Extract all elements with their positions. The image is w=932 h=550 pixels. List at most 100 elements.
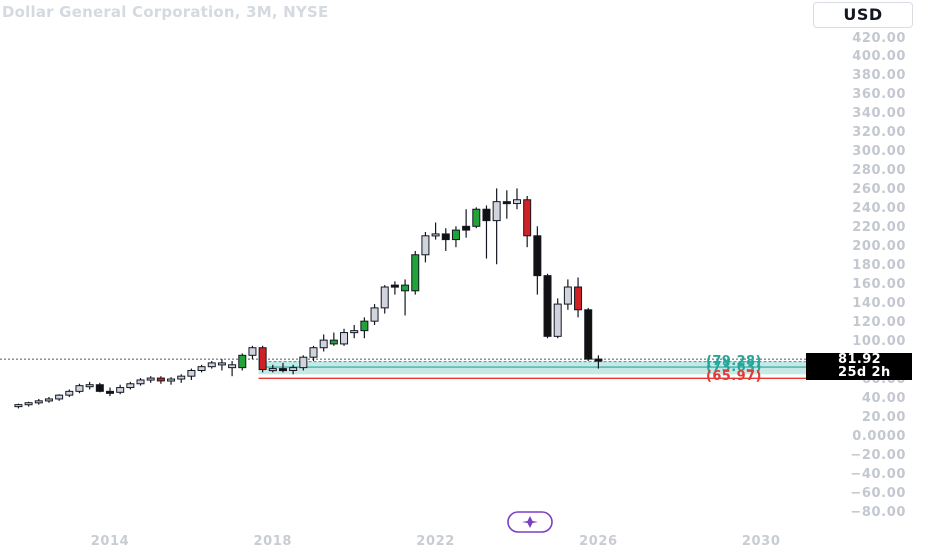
candle-body xyxy=(75,385,84,392)
y-tick-label: 140.00 xyxy=(852,296,906,312)
candle-body xyxy=(278,368,287,372)
candle xyxy=(228,361,237,377)
candle-body xyxy=(380,286,389,309)
y-tick-label: 240.00 xyxy=(852,201,906,217)
zone-lower-label: (65.97) xyxy=(706,369,762,385)
candle xyxy=(167,377,176,385)
zone-fill xyxy=(258,361,806,375)
candle-body xyxy=(563,286,572,305)
candle-body xyxy=(309,347,318,358)
candle-body xyxy=(106,390,114,394)
candle xyxy=(319,334,328,352)
candle xyxy=(289,364,298,375)
candle-body xyxy=(441,233,450,241)
currency-button[interactable]: USD xyxy=(813,2,913,28)
candle-body xyxy=(533,235,542,277)
candle-body xyxy=(390,284,399,288)
candle-body xyxy=(574,286,583,311)
candle-body xyxy=(217,362,226,366)
zone-upper-label: (79.28) xyxy=(706,353,762,369)
y-tick-label: 280.00 xyxy=(852,163,906,179)
candle xyxy=(390,281,399,295)
y-tick-label: 360.00 xyxy=(852,87,906,103)
candle xyxy=(584,307,593,361)
candle xyxy=(238,353,247,371)
candle xyxy=(24,401,33,407)
y-tick-label: 20.00 xyxy=(861,409,906,425)
y-tick-label: 260.00 xyxy=(852,182,906,198)
candle xyxy=(553,298,562,339)
candle-body xyxy=(553,303,562,337)
candle-body xyxy=(207,362,216,368)
candle-body xyxy=(177,375,186,380)
candle xyxy=(95,382,104,393)
candle xyxy=(401,279,410,316)
candle xyxy=(14,403,23,409)
candle xyxy=(106,387,114,397)
y-tick-label: 120.00 xyxy=(852,315,906,331)
x-tick-label: 2018 xyxy=(253,534,293,549)
candle xyxy=(360,317,369,339)
candle-body xyxy=(451,229,460,241)
candle-body xyxy=(248,347,257,356)
candle-body xyxy=(472,208,481,227)
x-tick-label: 2022 xyxy=(416,534,455,549)
candle xyxy=(55,394,64,401)
candle xyxy=(217,359,226,371)
candle-body xyxy=(95,384,104,392)
candle xyxy=(126,381,135,390)
candle-body xyxy=(401,284,410,292)
candle xyxy=(451,226,460,248)
candle-body xyxy=(462,225,471,231)
candle xyxy=(350,324,359,339)
candle xyxy=(441,228,450,251)
current-price-badge: 81.92 xyxy=(806,353,912,368)
candle-body xyxy=(126,383,135,389)
candle-body xyxy=(350,330,359,334)
candle xyxy=(340,328,349,346)
candle-body xyxy=(431,233,440,237)
candle xyxy=(533,226,542,295)
candle xyxy=(65,389,74,398)
candle-body xyxy=(411,254,420,292)
candle xyxy=(156,376,165,384)
candle-body xyxy=(34,400,43,404)
candle xyxy=(329,332,338,346)
candle-body xyxy=(289,367,298,371)
x-tick-label: 2026 xyxy=(579,534,618,549)
candle-body xyxy=(421,235,430,256)
candle-body xyxy=(14,404,23,408)
candle-body xyxy=(370,307,379,322)
y-tick-label: −80.00 xyxy=(850,504,906,520)
y-tick-label: 340.00 xyxy=(852,106,906,122)
candle-body xyxy=(360,320,369,332)
candle-body xyxy=(258,347,267,371)
navigation-icon xyxy=(507,511,553,533)
candle xyxy=(472,207,481,229)
y-tick-label: 200.00 xyxy=(852,239,906,255)
candle xyxy=(594,355,603,369)
candle xyxy=(44,397,53,403)
candle-body xyxy=(502,201,511,205)
time-navigation-button[interactable] xyxy=(507,511,553,533)
candle xyxy=(543,273,552,339)
candle xyxy=(116,384,125,395)
candle-body xyxy=(55,394,64,400)
candle xyxy=(85,381,94,390)
y-tick-label: 180.00 xyxy=(852,258,906,274)
candle-body xyxy=(513,199,521,205)
candle xyxy=(268,364,277,373)
support-zone xyxy=(258,361,806,380)
candle-body xyxy=(197,366,206,371)
candle-body xyxy=(329,339,338,345)
y-tick-label: 40.00 xyxy=(861,390,906,406)
candle-body xyxy=(187,369,196,377)
y-tick-label: 220.00 xyxy=(852,220,906,236)
candle-body xyxy=(584,309,593,360)
candle xyxy=(299,355,308,371)
y-tick-label: 0.0000 xyxy=(852,428,906,444)
candle-body xyxy=(543,275,552,337)
candle xyxy=(75,383,84,394)
y-tick-label: −20.00 xyxy=(850,447,906,463)
